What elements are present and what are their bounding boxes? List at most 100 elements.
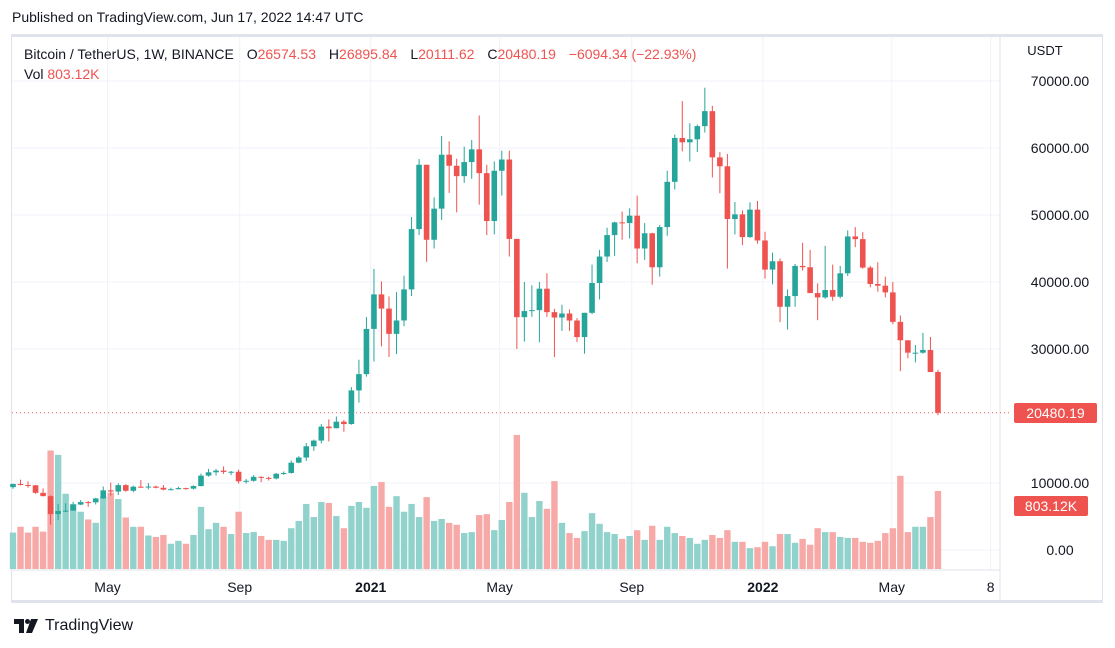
footer-brand[interactable]: TradingView: [14, 617, 133, 635]
candle-body[interactable]: [408, 229, 415, 290]
candle-body[interactable]: [47, 496, 54, 515]
candle-body[interactable]: [115, 485, 122, 492]
candle-body[interactable]: [687, 139, 693, 143]
candle-body[interactable]: [671, 137, 678, 182]
candle-body[interactable]: [604, 235, 610, 257]
candle-body[interactable]: [574, 320, 580, 338]
candle-body[interactable]: [529, 310, 535, 312]
candle-body[interactable]: [656, 227, 663, 268]
candle-body[interactable]: [416, 164, 422, 230]
candle-body[interactable]: [123, 485, 129, 491]
candle-body[interactable]: [250, 476, 257, 481]
candle-body[interactable]: [514, 238, 520, 318]
candle-body[interactable]: [70, 504, 76, 511]
candle-body[interactable]: [912, 352, 919, 354]
candle-body[interactable]: [491, 170, 498, 222]
candle-body[interactable]: [822, 290, 828, 298]
candle-body[interactable]: [920, 350, 926, 353]
candle-body[interactable]: [837, 273, 843, 297]
candle-body[interactable]: [273, 473, 279, 479]
candle-body[interactable]: [905, 340, 911, 353]
candle-body[interactable]: [927, 350, 934, 372]
candle-body[interactable]: [341, 421, 347, 425]
candle-body[interactable]: [168, 489, 174, 491]
candle-body[interactable]: [521, 311, 528, 318]
candle-body[interactable]: [483, 173, 490, 222]
candle-body[interactable]: [468, 149, 475, 163]
candle-body[interactable]: [551, 312, 558, 318]
candle-body[interactable]: [371, 294, 377, 329]
candle-body[interactable]: [754, 209, 761, 241]
candle-body[interactable]: [205, 472, 212, 476]
candle-body[interactable]: [844, 236, 851, 274]
candle-body[interactable]: [145, 486, 152, 488]
candle-body[interactable]: [732, 214, 738, 220]
candle-body[interactable]: [890, 292, 896, 322]
candle-body[interactable]: [303, 446, 310, 458]
candle-body[interactable]: [288, 462, 295, 473]
candle-body[interactable]: [190, 486, 197, 489]
candle-body[interactable]: [438, 154, 445, 209]
candle-body[interactable]: [882, 285, 889, 293]
candle-body[interactable]: [724, 166, 731, 220]
candle-body[interactable]: [107, 490, 114, 492]
candle-body[interactable]: [619, 222, 625, 224]
candle-body[interactable]: [100, 490, 107, 499]
candle-body[interactable]: [130, 486, 137, 491]
candle-body[interactable]: [506, 159, 513, 239]
candle-body[interactable]: [85, 502, 91, 504]
candle-body[interactable]: [559, 313, 565, 318]
candle-body[interactable]: [393, 320, 400, 334]
candle-body[interactable]: [228, 471, 234, 473]
candle-body[interactable]: [363, 328, 370, 375]
candle-body[interactable]: [386, 308, 392, 334]
candle-body[interactable]: [40, 492, 46, 497]
candle-body[interactable]: [807, 267, 813, 294]
candle-body[interactable]: [326, 426, 332, 429]
candle-body[interactable]: [431, 208, 437, 240]
candle-body[interactable]: [446, 154, 452, 166]
candle-body[interactable]: [265, 477, 272, 479]
candle-body[interactable]: [25, 485, 31, 487]
candle-body[interactable]: [702, 111, 708, 127]
candle-body[interactable]: [348, 390, 355, 425]
symbol-title[interactable]: Bitcoin / TetherUS, 1W, BINANCE: [24, 46, 234, 62]
candle-body[interactable]: [867, 267, 874, 285]
candle-body[interactable]: [220, 470, 227, 472]
candle-body[interactable]: [634, 215, 640, 249]
candle-body[interactable]: [235, 471, 242, 482]
candle-body[interactable]: [461, 162, 467, 177]
candle-body[interactable]: [792, 265, 798, 297]
candle-body[interactable]: [679, 137, 686, 143]
candle-body[interactable]: [476, 149, 483, 174]
candle-body[interactable]: [10, 483, 16, 488]
candle-body[interactable]: [747, 209, 753, 238]
candle-body[interactable]: [709, 111, 716, 158]
candle-body[interactable]: [596, 256, 603, 284]
candle-body[interactable]: [859, 239, 866, 268]
candle-body[interactable]: [213, 470, 219, 473]
candle-body[interactable]: [138, 486, 144, 488]
candle-body[interactable]: [581, 312, 588, 338]
candle-body[interactable]: [769, 261, 776, 270]
candle-body[interactable]: [333, 421, 340, 429]
candle-body[interactable]: [311, 440, 317, 447]
candle-body[interactable]: [62, 510, 69, 512]
candle-body[interactable]: [649, 233, 655, 268]
candle-body[interactable]: [875, 284, 881, 286]
candle-body[interactable]: [356, 374, 362, 391]
candle-body[interactable]: [378, 294, 385, 309]
candle-body[interactable]: [55, 510, 61, 515]
candle-body[interactable]: [739, 214, 746, 238]
candle-body[interactable]: [280, 472, 287, 474]
candle-body[interactable]: [829, 290, 836, 297]
candle-body[interactable]: [641, 233, 648, 249]
candle-body[interactable]: [536, 288, 543, 311]
candle-body[interactable]: [694, 126, 701, 140]
candle-body[interactable]: [777, 261, 783, 307]
candle-body[interactable]: [175, 488, 182, 490]
candle-body[interactable]: [499, 159, 505, 171]
candle-body[interactable]: [92, 498, 99, 503]
candle-body[interactable]: [799, 265, 806, 268]
